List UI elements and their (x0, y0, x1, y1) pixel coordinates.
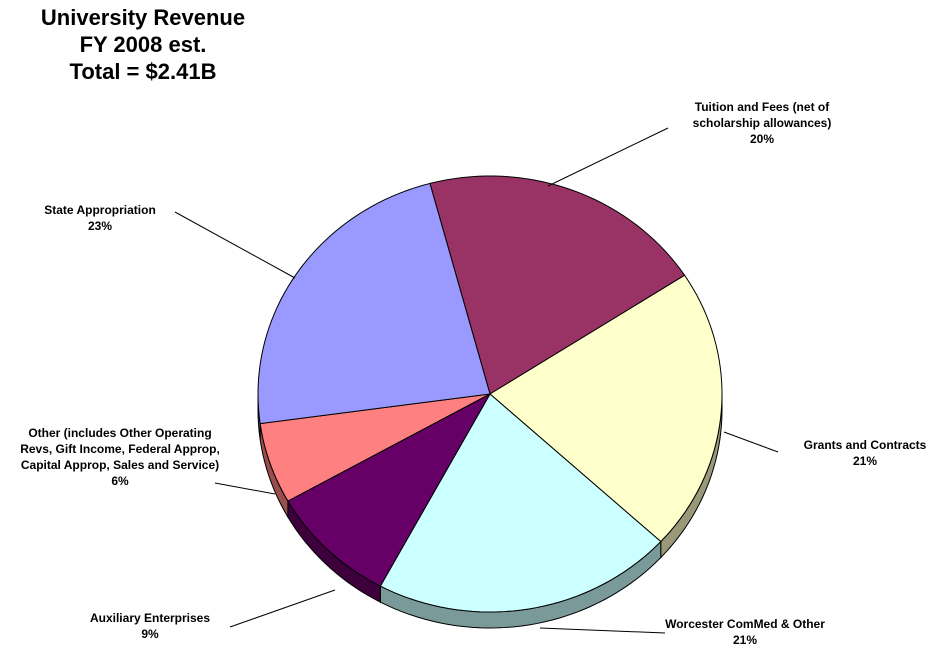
category-label: Auxiliary Enterprises (89, 611, 211, 625)
title-line: Total = $2.41B (69, 59, 217, 84)
data-label: Other (includes Other Operating Revs, Gi… (20, 425, 220, 489)
value-label: 21% (732, 633, 758, 647)
data-label: State Appropriation 23% (10, 202, 190, 234)
value-label: 23% (87, 219, 113, 233)
slice (257, 182, 491, 425)
leader-line (723, 431, 779, 453)
data-label: Grants and Contracts 21% (780, 437, 937, 469)
value-label: 9% (141, 627, 159, 641)
leader-line (214, 482, 276, 495)
leader-line (539, 627, 666, 634)
value-label: 6% (111, 474, 129, 488)
title-line: University Revenue (40, 5, 246, 30)
slice (489, 274, 723, 543)
category-label: State Appropriation (44, 203, 156, 217)
category-label: Grants and Contracts (803, 438, 927, 452)
value-label: 21% (852, 454, 878, 468)
leader-line (174, 211, 296, 279)
category-label: Other (includes Other Operating Revs, Gi… (20, 426, 220, 472)
slice (287, 392, 492, 587)
category-label: Tuition and Fees (net of scholarship all… (692, 100, 832, 130)
data-label: Worcester ComMed & Other 21% (655, 616, 835, 648)
slice (259, 393, 491, 502)
category-label: Worcester ComMed & Other (665, 617, 825, 631)
leader-line (547, 127, 669, 187)
data-label: Tuition and Fees (net of scholarship all… (667, 99, 857, 147)
slice (429, 175, 686, 395)
data-label: Auxiliary Enterprises 9% (60, 610, 240, 642)
slice (379, 393, 662, 613)
leader-line (229, 589, 336, 628)
chart-title: University Revenue FY 2008 est. Total = … (0, 4, 286, 85)
value-label: 20% (749, 132, 775, 146)
title-line: FY 2008 est. (79, 32, 207, 57)
